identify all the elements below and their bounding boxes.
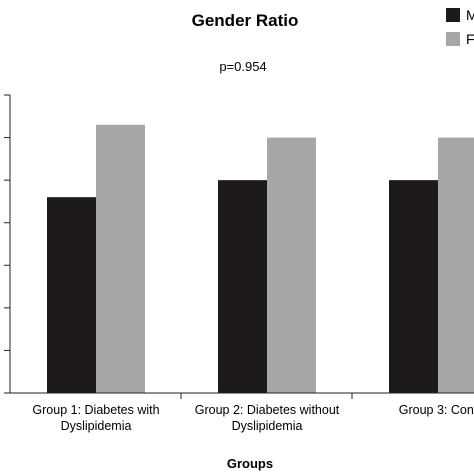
chart-subtitle: p=0.954 <box>219 59 266 74</box>
bar-m-group-3 <box>389 180 438 393</box>
bar-f-group-3 <box>438 137 474 393</box>
x-tick-label: Dyslipidemia <box>61 419 132 433</box>
bar-m-group-2 <box>218 180 267 393</box>
bar-f-group-1 <box>96 124 145 394</box>
x-tick-label: Group 2: Diabetes without <box>195 403 340 417</box>
x-tick-label: Group 3: Cont <box>399 403 474 417</box>
legend-label-f: F <box>466 31 474 47</box>
bars <box>47 124 474 394</box>
legend-label-m: M <box>466 7 474 23</box>
bar-m-group-1 <box>47 197 96 393</box>
legend-swatch-m <box>446 8 460 22</box>
legend: MF <box>446 7 474 47</box>
x-axis-title: Groups <box>227 456 273 471</box>
legend-swatch-f <box>446 32 460 46</box>
x-tick-label: Dyslipidemia <box>232 419 303 433</box>
y-axis <box>4 94 11 394</box>
x-tick-label: Group 1: Diabetes with <box>32 403 159 417</box>
bar-f-group-2 <box>267 137 316 393</box>
chart-title: Gender Ratio <box>192 11 299 30</box>
x-axis: Group 1: Diabetes with Dyslipidemia Group … <box>10 392 474 433</box>
